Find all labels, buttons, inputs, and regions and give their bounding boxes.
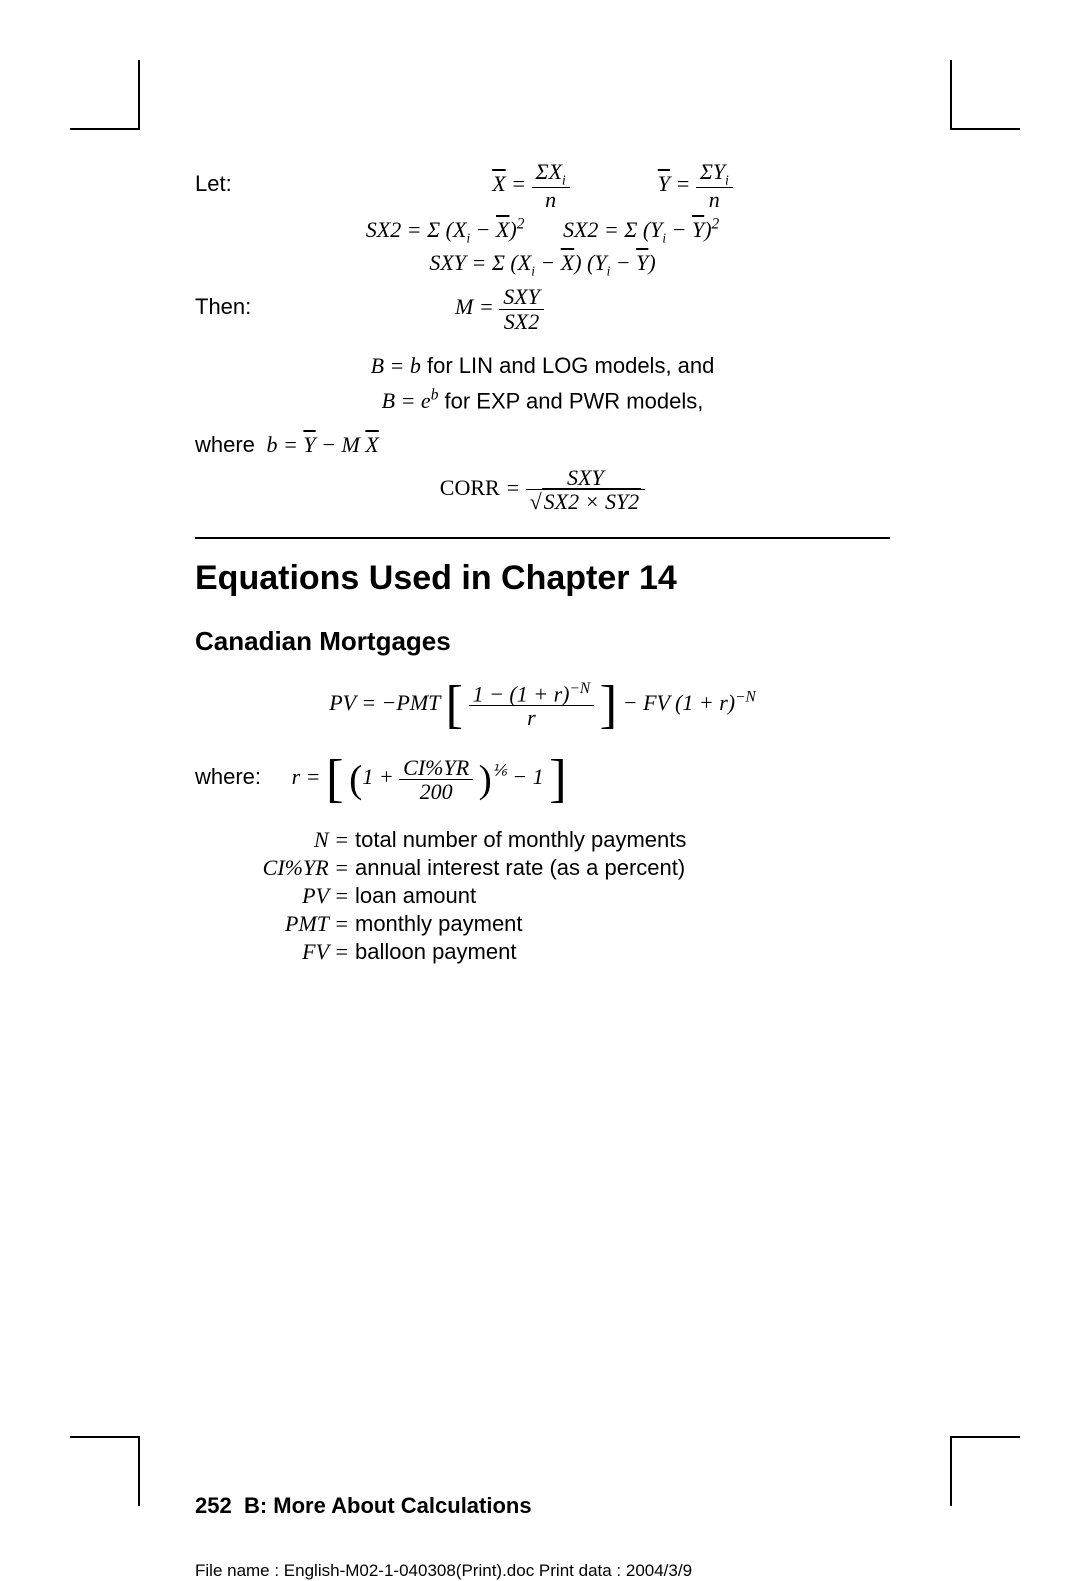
def-n: N = total number of monthly payments — [195, 827, 890, 853]
pv-lhs: PV — [329, 690, 355, 715]
pv-fexp: −N — [569, 680, 590, 697]
sx2-exp: 2 — [517, 215, 525, 232]
sxy-b: − X) (Y — [535, 250, 607, 275]
where-b-expr: b = Y − M X — [261, 432, 379, 457]
section-heading: Equations Used in Chapter 14 — [195, 559, 890, 598]
where-b-line: where b = Y − M X — [195, 432, 890, 458]
crop-mark-br — [950, 1436, 1020, 1506]
let-label: Let: — [195, 171, 335, 197]
b-text-2: B = eb for EXP and PWR models, — [195, 387, 890, 414]
def-pmt-sym: PMT = — [195, 911, 355, 937]
definitions-list: N = total number of monthly payments CI%… — [195, 827, 890, 965]
sy2-lhs: SX2 — [563, 217, 598, 242]
eq-pv: PV = −PMT [ 1 − (1 + r)−N r ] − FV (1 + … — [195, 675, 890, 735]
crop-mark-tr — [950, 60, 1020, 130]
eq-sxy: SXY = Σ (Xi − X) (Yi − Y) — [195, 250, 890, 279]
ybar-den: n — [696, 188, 733, 211]
where-b-label: where — [195, 432, 255, 457]
m-den: SX2 — [499, 310, 544, 333]
b2a: B = e — [382, 388, 431, 413]
xbar-den: n — [532, 188, 570, 211]
pv-b: − FV (1 + r) — [623, 690, 735, 715]
r-tail: − 1 — [507, 764, 544, 789]
eq-let-row: Let: X = ΣXin Y = ΣYin — [195, 160, 890, 211]
where-r-line: where: r = [ (1 + CI%YR200 )⅙ − 1 ] — [195, 749, 890, 809]
sxy-lhs: SXY — [429, 250, 466, 275]
r-exp: ⅙ — [492, 763, 507, 780]
eq-sx2-sy2: SX2 = Σ (Xi − X)2 SX2 = Σ (Yi − Y)2 — [195, 215, 890, 246]
r-num: CI%YR — [399, 756, 473, 780]
def-n-sym: N = — [195, 827, 355, 853]
corr-den: SX2 × SY2 — [542, 488, 642, 514]
def-ci-sym: CI%YR = — [195, 855, 355, 881]
eq-m: M = SXYSX2 — [335, 285, 890, 332]
eq-then-row: Then: M = SXYSX2 — [195, 285, 890, 332]
def-ci: CI%YR = annual interest rate (as a perce… — [195, 855, 890, 881]
sx2-b: − X) — [470, 217, 517, 242]
page-number: 252 — [195, 1493, 232, 1518]
pv-fnum: 1 − (1 + r) — [473, 681, 570, 706]
b-text-1: B = b for LIN and LOG models, and — [195, 353, 890, 379]
def-n-text: total number of monthly payments — [355, 827, 686, 853]
where-label: where: — [195, 764, 261, 789]
sxy-a: Σ (X — [492, 250, 531, 275]
b1a: B = b — [371, 353, 421, 378]
pv-fden: r — [469, 706, 595, 729]
corr-lhs: CORR — [440, 475, 500, 500]
corr-num: SXY — [526, 466, 646, 490]
sx2-lhs: SX2 — [366, 217, 401, 242]
section-divider — [195, 537, 890, 539]
subsection-heading: Canadian Mortgages — [195, 626, 890, 657]
footer-title: B: More About Calculations — [244, 1493, 532, 1518]
sy2-exp: 2 — [712, 215, 720, 232]
file-info: File name : English-M02-1-040308(Print).… — [195, 1561, 692, 1581]
b1b: for LIN and LOG models, and — [421, 353, 715, 378]
page-content: Let: X = ΣXin Y = ΣYin SX2 = Σ (Xi − X)2… — [195, 160, 890, 967]
def-fv-sym: FV = — [195, 939, 355, 965]
page-footer: 252 B: More About Calculations — [195, 1493, 532, 1519]
eq-xbar-ybar: X = ΣXin Y = ΣYin — [335, 160, 890, 211]
def-pv-text: loan amount — [355, 883, 476, 909]
sxy-c: − Y) — [610, 250, 655, 275]
r-a: 1 + — [362, 764, 399, 789]
xbar-num: ΣX — [536, 159, 563, 184]
xbar-sub: i — [562, 172, 566, 187]
m-lhs: M — [455, 294, 473, 319]
then-label: Then: — [195, 294, 335, 320]
def-pmt: PMT = monthly payment — [195, 911, 890, 937]
eq-corr: CORR = SXY √SX2 × SY2 — [195, 466, 890, 513]
m-num: SXY — [499, 285, 544, 309]
pv-a: = −PMT — [356, 690, 446, 715]
def-pv: PV = loan amount — [195, 883, 890, 909]
crop-mark-bl — [70, 1436, 140, 1506]
def-fv-text: balloon payment — [355, 939, 516, 965]
def-pmt-text: monthly payment — [355, 911, 523, 937]
b2b: for EXP and PWR models, — [438, 388, 703, 413]
r-den: 200 — [399, 780, 473, 803]
r-lhs: r — [292, 764, 301, 789]
pv-bexp: −N — [735, 689, 756, 706]
ybar-sub: i — [725, 172, 729, 187]
sy2-b: − Y) — [666, 217, 711, 242]
def-ci-text: annual interest rate (as a percent) — [355, 855, 685, 881]
def-pv-sym: PV = — [195, 883, 355, 909]
crop-mark-tl — [70, 60, 140, 130]
sx2-a: Σ (X — [427, 217, 466, 242]
def-fv: FV = balloon payment — [195, 939, 890, 965]
ybar-num: ΣY — [700, 159, 725, 184]
sy2-a: Σ (Y — [624, 217, 662, 242]
